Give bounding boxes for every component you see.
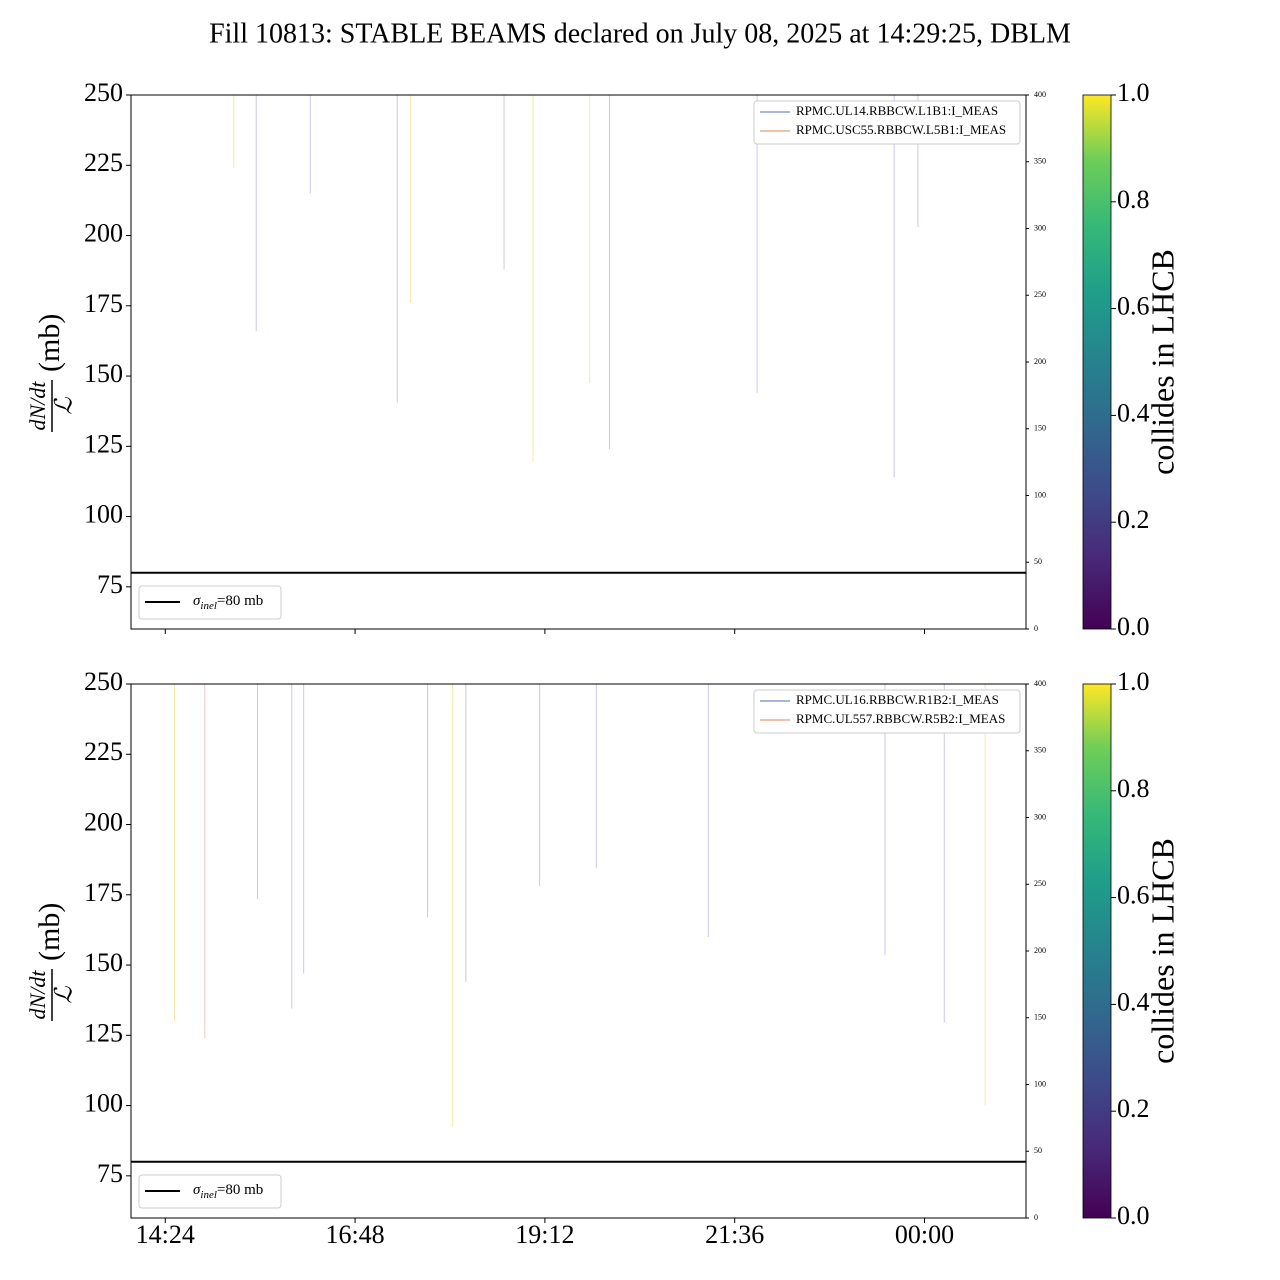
y-axis-label: dN/dt ℒ (mb) [25,314,78,432]
reference-legend-label: σinel=80 mb [193,593,263,611]
y-tick-label: 125 [84,429,123,458]
y-label-denominator: ℒ [52,986,78,1004]
colorbar-tick-label: 0.8 [1117,774,1150,803]
y-tick-label: 150 [84,948,123,977]
colorbar-tick-label: 1.0 [1117,667,1150,696]
y2-tick-label: 300 [1034,223,1046,232]
colorbar-tick-label: 0.0 [1117,612,1150,641]
y-tick-label: 125 [84,1018,123,1047]
legend-label: RPMC.UL16.RBBCW.R1B2:I_MEAS [796,692,999,707]
y-tick-label: 250 [84,667,123,696]
legend-label: RPMC.USC55.RBBCW.L5B1:I_MEAS [796,122,1006,137]
y2-tick-label: 400 [1034,679,1046,688]
y-tick-label: 175 [84,289,123,318]
legend-box [753,689,1021,734]
y2-tick-label: 0 [1034,1213,1038,1222]
colorbar-tick-label: 0.6 [1117,881,1150,910]
x-tick-label: 16:48 [325,1220,384,1249]
y2-tick-label: 350 [1034,746,1046,755]
y-tick-label: 75 [97,1159,123,1188]
y2-tick-label: 200 [1034,946,1046,955]
y2-tick-label: 100 [1034,490,1046,499]
colorbar-tick-label: 0.8 [1117,185,1150,214]
reference-legend-box [138,1174,282,1209]
y2-tick-label: 250 [1034,879,1046,888]
colorbar-tick-label: 0.2 [1117,1094,1150,1123]
colorbar-label: collides in LHCB [1144,249,1180,475]
y-label-numerator: dN/dt [25,381,50,431]
colorbar-tick-label: 0.6 [1117,292,1150,321]
colorbar-tick-label: 0.4 [1117,987,1150,1016]
y2-tick-label: 350 [1034,157,1046,166]
y2-tick-label: 50 [1034,1146,1042,1155]
figure-title: Fill 10813: STABLE BEAMS declared on Jul… [209,18,1071,49]
axes-frame [130,94,1027,630]
y-tick-label: 200 [84,218,123,247]
reference-text: =80 mb [217,593,263,609]
colorbar-tick-label: 0.2 [1117,505,1150,534]
y-tick-label: 100 [84,1089,123,1118]
y-tick-label: 250 [84,78,123,107]
reference-legend-label: σinel=80 mb [193,1182,263,1200]
x-tick-label: 21:36 [705,1220,764,1249]
y2-tick-label: 400 [1034,90,1046,99]
x-tick-label: 00:00 [895,1220,954,1249]
sigma: σ [193,593,201,609]
y2-tick-label: 150 [1034,1013,1046,1022]
y-tick-label: 75 [97,570,123,599]
y-axis-label: dN/dt ℒ (mb) [25,903,78,1021]
colorbar [1082,94,1112,630]
axes-frame [130,683,1027,1219]
sigma-subscript: inel [200,600,217,612]
colorbar-tick-label: 0.4 [1117,398,1150,427]
x-tick-label: 14:24 [136,1220,195,1249]
legend-label: RPMC.UL14.RBBCW.L1B1:I_MEAS [796,103,998,118]
y2-tick-label: 100 [1034,1079,1046,1088]
y-tick-label: 225 [84,148,123,177]
y2-tick-label: 50 [1034,557,1042,566]
sigma-subscript: inel [200,1189,217,1201]
reference-legend-box [138,585,282,620]
y-tick-label: 100 [84,500,123,529]
colorbar-tick-label: 1.0 [1117,78,1150,107]
colorbar-label: collides in LHCB [1144,838,1180,1064]
x-tick-label: 19:12 [515,1220,574,1249]
y2-tick-label: 250 [1034,290,1046,299]
y2-tick-label: 0 [1034,624,1038,633]
sigma: σ [193,1182,201,1198]
y-label-numerator: dN/dt [25,970,50,1020]
y-tick-label: 200 [84,807,123,836]
y-tick-label: 150 [84,359,123,388]
y-label-unit: (mb) [33,314,66,372]
legend-box [753,100,1021,145]
y2-tick-label: 200 [1034,357,1046,366]
y-label-unit: (mb) [33,903,66,961]
colorbar [1082,683,1112,1219]
y-tick-label: 225 [84,737,123,766]
y-label-denominator: ℒ [52,397,78,415]
y2-tick-label: 150 [1034,424,1046,433]
colorbar-tick-label: 0.0 [1117,1201,1150,1230]
y-tick-label: 175 [84,878,123,907]
y2-tick-label: 300 [1034,812,1046,821]
reference-text: =80 mb [217,1182,263,1198]
legend-label: RPMC.UL557.RBBCW.R5B2:I_MEAS [796,711,1005,726]
